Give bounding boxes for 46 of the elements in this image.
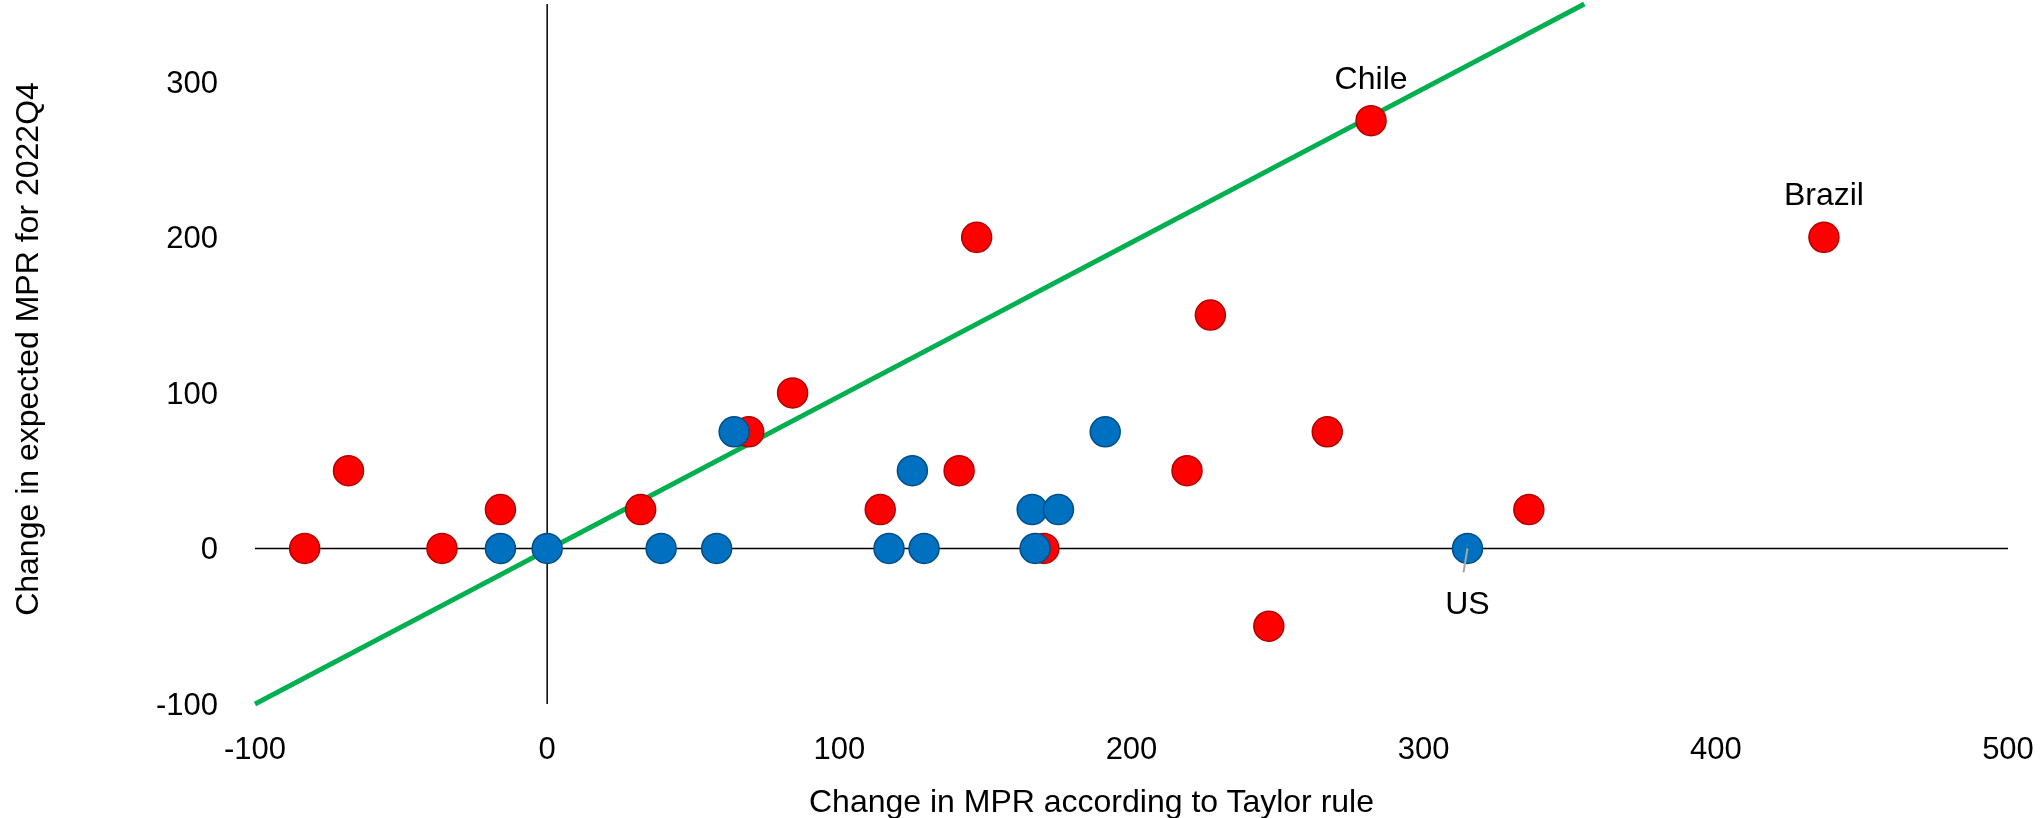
x-tick-label: 0 — [538, 731, 556, 766]
point — [484, 532, 517, 565]
point — [1016, 493, 1048, 526]
point — [426, 532, 458, 565]
x-axis-title: Change in MPR according to Taylor rule — [808, 783, 1375, 818]
y-tick-label: 300 — [166, 64, 218, 100]
point — [718, 416, 750, 448]
point — [960, 221, 993, 254]
point — [873, 532, 905, 565]
x-tick-label: 200 — [1105, 731, 1158, 766]
point — [776, 377, 809, 409]
point — [1355, 104, 1387, 137]
y-tick-label: 200 — [166, 220, 218, 256]
annotation: Chile — [1334, 59, 1408, 96]
y-axis-title: Change in expected MPR for 2022Q4 — [9, 82, 45, 616]
x-tick-label: 500 — [1982, 731, 2034, 766]
point — [288, 532, 321, 565]
point — [1253, 610, 1285, 642]
point — [1513, 493, 1545, 526]
point — [1194, 299, 1227, 331]
point — [531, 532, 563, 565]
point — [1808, 221, 1840, 254]
point — [908, 532, 940, 565]
point — [1311, 416, 1343, 448]
x-tick-label: -100 — [223, 731, 287, 766]
y-tick-label: 0 — [200, 531, 218, 567]
x-tick-label: 100 — [813, 731, 866, 766]
point — [1451, 532, 1484, 565]
point — [943, 454, 975, 487]
point — [332, 454, 365, 487]
point — [624, 493, 657, 526]
point — [1042, 493, 1075, 526]
point — [1171, 454, 1203, 487]
annotation: US — [1445, 585, 1490, 622]
y-tick-label: 100 — [166, 375, 218, 411]
point — [700, 532, 733, 565]
point — [1089, 416, 1121, 448]
point — [645, 532, 677, 565]
x-tick-label: 300 — [1397, 731, 1450, 766]
point — [864, 493, 896, 526]
x-tick-label: 400 — [1689, 731, 1742, 766]
point — [1019, 532, 1051, 565]
annotation: Brazil — [1783, 176, 1864, 213]
point — [484, 493, 517, 526]
point — [896, 454, 929, 487]
y-tick-label: -100 — [155, 687, 218, 722]
